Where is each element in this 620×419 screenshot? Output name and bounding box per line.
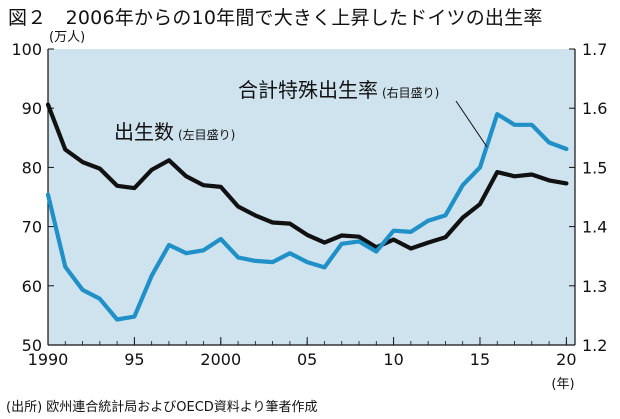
right-tick-label: 1.5 bbox=[582, 158, 607, 177]
x-tick-label: 20 bbox=[556, 350, 576, 369]
left-tick-label: 80 bbox=[22, 158, 42, 177]
fertility-leader-line bbox=[455, 100, 488, 148]
births-line bbox=[45, 102, 569, 251]
left-tick-label: 70 bbox=[22, 218, 42, 237]
right-tick-label: 1.6 bbox=[582, 99, 607, 118]
x-tick-label: 05 bbox=[297, 350, 317, 369]
x-tick-label: 95 bbox=[124, 350, 144, 369]
births-series-label: 出生数 (左目盛り) bbox=[114, 120, 235, 144]
chart-title: 図２ 2006年からの10年間で大きく上昇したドイツの出生率 bbox=[8, 7, 543, 29]
x-tick-label: 15 bbox=[470, 350, 490, 369]
right-tick-label: 1.4 bbox=[582, 218, 607, 237]
x-tick-label: 10 bbox=[383, 350, 403, 369]
plot-area bbox=[48, 49, 575, 345]
x-tick-label: 2000 bbox=[200, 350, 241, 369]
right-tick-label: 1.3 bbox=[582, 277, 607, 296]
left-axis-unit: (万人) bbox=[49, 30, 85, 45]
right-tick-label: 1.2 bbox=[582, 336, 607, 355]
left-tick-label: 50 bbox=[22, 336, 42, 355]
left-tick-label: 90 bbox=[22, 99, 42, 118]
right-tick-label: 1.7 bbox=[582, 40, 607, 59]
left-tick-label: 100 bbox=[11, 40, 42, 59]
x-tick-label: 1990 bbox=[28, 350, 69, 369]
fertility-rate-line bbox=[45, 111, 569, 322]
left-tick-label: 60 bbox=[22, 277, 42, 296]
source-note: (出所) 欧州連合統計局およびOECD資料より筆者作成 bbox=[6, 400, 318, 415]
fertility-series-label: 合計特殊出生率 (右目盛り) bbox=[238, 78, 439, 102]
x-axis-unit: (年) bbox=[551, 377, 574, 392]
